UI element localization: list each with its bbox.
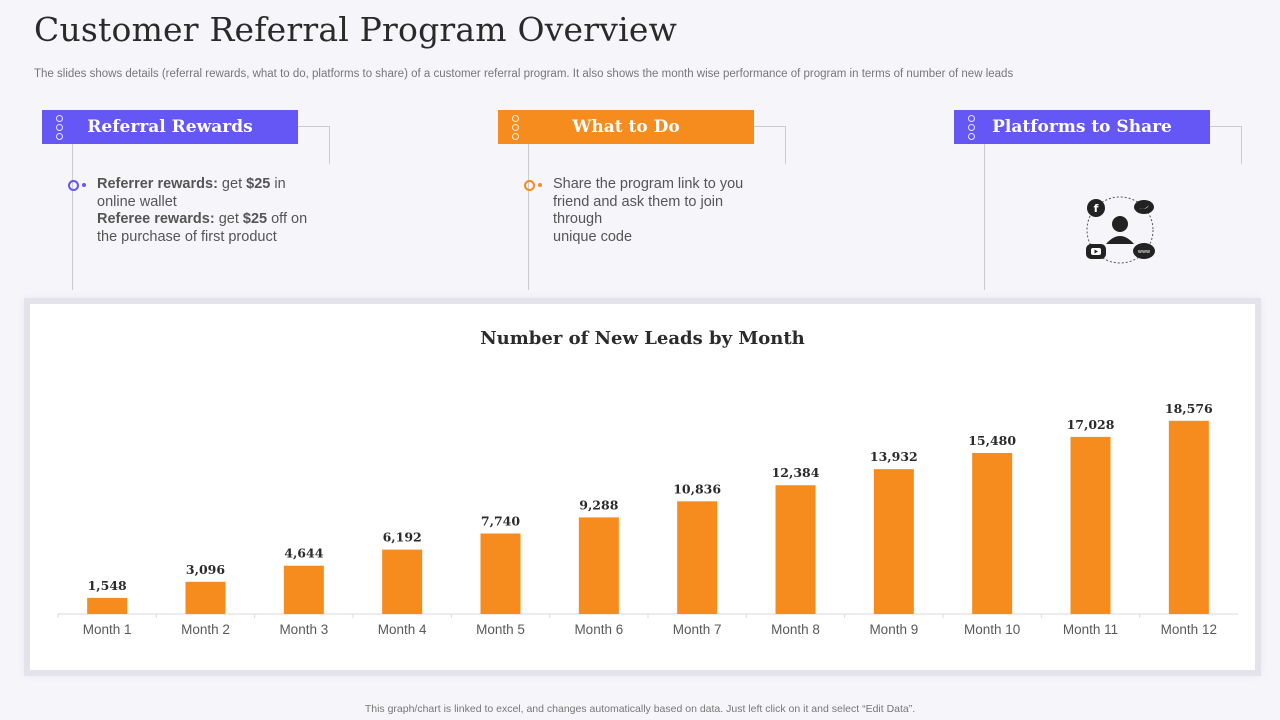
data-label-month-4: 6,192 [383, 530, 422, 545]
platforms-title: Platforms to Share [992, 117, 1172, 137]
category-label-month-5: Month 5 [476, 622, 525, 637]
svg-text:f: f [1094, 202, 1099, 215]
data-label-month-2: 3,096 [186, 562, 225, 577]
referee-text: get [214, 211, 243, 227]
leads-chart[interactable]: Number of New Leads by Month 1,548 Month … [30, 304, 1255, 670]
what-to-do-panel: What to Do Share the program link to you… [498, 110, 788, 292]
footer-note: This graph/chart is linked to excel, and… [364, 703, 916, 715]
facebook-icon: f [1087, 199, 1105, 217]
bar-month-1[interactable] [87, 597, 128, 614]
panel-frame-line [984, 164, 985, 290]
bar-month-7[interactable] [677, 501, 718, 614]
bar-month-3[interactable] [283, 565, 324, 614]
dots-icon [56, 115, 63, 140]
rewards-bullet: Referrer rewards: get $25 in online wall… [68, 176, 327, 246]
category-label-month-3: Month 3 [279, 622, 328, 637]
todo-text-2: unique code [553, 228, 633, 245]
twitter-icon [1134, 200, 1154, 214]
category-label-month-11: Month 11 [1063, 622, 1118, 637]
bar-month-5[interactable] [480, 533, 521, 614]
referee-amount: $25 [242, 211, 268, 227]
user-icon [1106, 216, 1134, 244]
what-to-do-title: What to Do [572, 117, 680, 137]
bar-month-4[interactable] [382, 549, 423, 614]
bar-month-12[interactable] [1168, 420, 1209, 614]
chart-title: Number of New Leads by Month [480, 328, 805, 349]
data-label-month-6: 9,288 [579, 497, 618, 512]
rewards-text: Referrer rewards: get $25 in online wall… [97, 176, 327, 246]
referee-tail: off on the purchase of first product [97, 211, 308, 245]
youtube-icon [1086, 244, 1106, 259]
dots-icon [512, 115, 519, 140]
referrer-text: get [217, 176, 247, 192]
referral-rewards-header: Referral Rewards [42, 110, 298, 144]
www-icon: www [1133, 243, 1155, 259]
data-label-month-8: 12,384 [772, 465, 820, 480]
referrer-amount: $25 [246, 176, 271, 192]
category-label-month-2: Month 2 [181, 622, 230, 637]
category-label-month-1: Month 1 [83, 622, 132, 637]
data-label-month-11: 17,028 [1067, 417, 1115, 432]
category-label-month-12: Month 12 [1161, 622, 1217, 637]
referral-rewards-panel: Referral Rewards Referrer rewards: get $… [42, 110, 332, 292]
bar-month-6[interactable] [578, 517, 619, 614]
bar-month-8[interactable] [775, 485, 816, 614]
category-label-month-10: Month 10 [964, 622, 1020, 637]
page-subtitle: The slides shows details (referral rewar… [34, 68, 1014, 80]
panel-frame-line [72, 164, 73, 290]
todo-text-1: Share the program link to you friend and… [553, 176, 744, 227]
referrer-label: Referrer rewards: [97, 176, 218, 192]
panel-frame-line [528, 164, 529, 290]
svg-text:www: www [1138, 249, 1150, 255]
category-label-month-9: Month 9 [869, 622, 918, 637]
data-label-month-1: 1,548 [88, 578, 127, 593]
bar-month-10[interactable] [972, 453, 1013, 614]
category-label-month-7: Month 7 [673, 622, 722, 637]
bullet-icon [68, 179, 88, 191]
data-label-month-7: 10,836 [673, 481, 721, 496]
bar-month-9[interactable] [873, 469, 914, 614]
todo-text: Share the program link to you friend and… [553, 176, 753, 246]
what-to-do-header: What to Do [498, 110, 754, 144]
data-label-month-12: 18,576 [1165, 401, 1213, 416]
data-label-month-10: 15,480 [968, 433, 1016, 448]
referrer-tail: in online wallet [97, 176, 286, 210]
bar-month-11[interactable] [1070, 436, 1111, 614]
bar-chart-svg[interactable]: 1,548 Month 1 3,096 Month 2 4,644 Month 3 6,19… [30, 304, 1255, 670]
dots-icon [968, 115, 975, 140]
bar-month-2[interactable] [185, 581, 226, 614]
page-title: Customer Referral Program Overview [34, 10, 678, 49]
platforms-panel: Platforms to Share f www [954, 110, 1244, 292]
referee-label: Referee rewards: [97, 211, 215, 227]
social-network-icon: f www [1086, 196, 1155, 264]
category-label-month-8: Month 8 [771, 622, 820, 637]
todo-bullet: Share the program link to you friend and… [524, 176, 753, 246]
bullet-icon [524, 179, 544, 191]
platforms-header: Platforms to Share [954, 110, 1210, 144]
category-label-month-6: Month 6 [574, 622, 623, 637]
data-label-month-5: 7,740 [481, 514, 520, 529]
data-label-month-3: 4,644 [284, 546, 323, 561]
referral-rewards-title: Referral Rewards [87, 117, 253, 137]
category-label-month-4: Month 4 [378, 622, 427, 637]
data-label-month-9: 13,932 [870, 449, 918, 464]
